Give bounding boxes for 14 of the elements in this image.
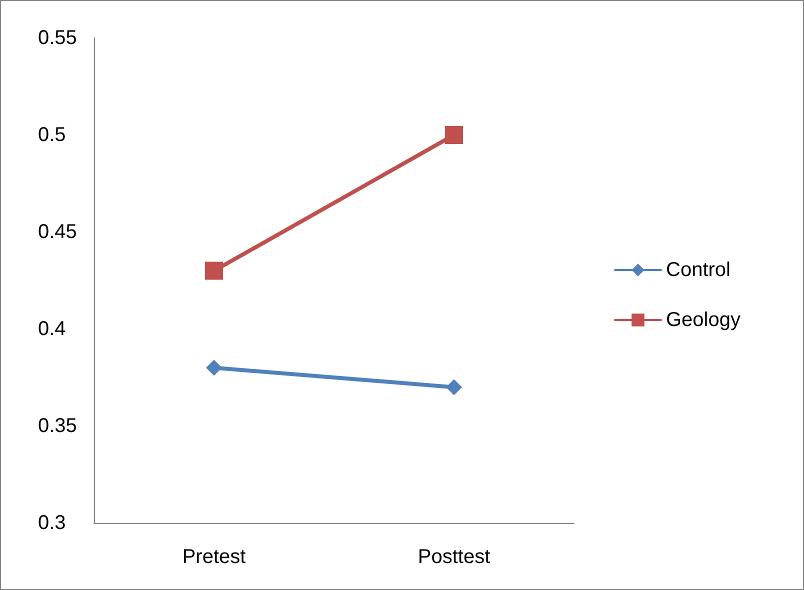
y-tick-label: 0.35 bbox=[38, 415, 77, 437]
x-tick-label: Pretest bbox=[182, 546, 246, 568]
y-tick-label: 0.4 bbox=[38, 318, 66, 340]
point bbox=[445, 126, 463, 144]
y-tick-label: 0.3 bbox=[38, 512, 66, 534]
legend-label: Geology bbox=[666, 309, 740, 331]
legend-label: Control bbox=[666, 259, 730, 281]
y-tick-label: 0.5 bbox=[38, 124, 66, 146]
point bbox=[446, 379, 462, 396]
point bbox=[206, 360, 222, 376]
point bbox=[205, 262, 223, 280]
y-tick-label: 0.55 bbox=[38, 27, 77, 49]
x-tick-label: Posttest bbox=[418, 546, 491, 568]
y-tick-label: 0.45 bbox=[38, 221, 77, 243]
